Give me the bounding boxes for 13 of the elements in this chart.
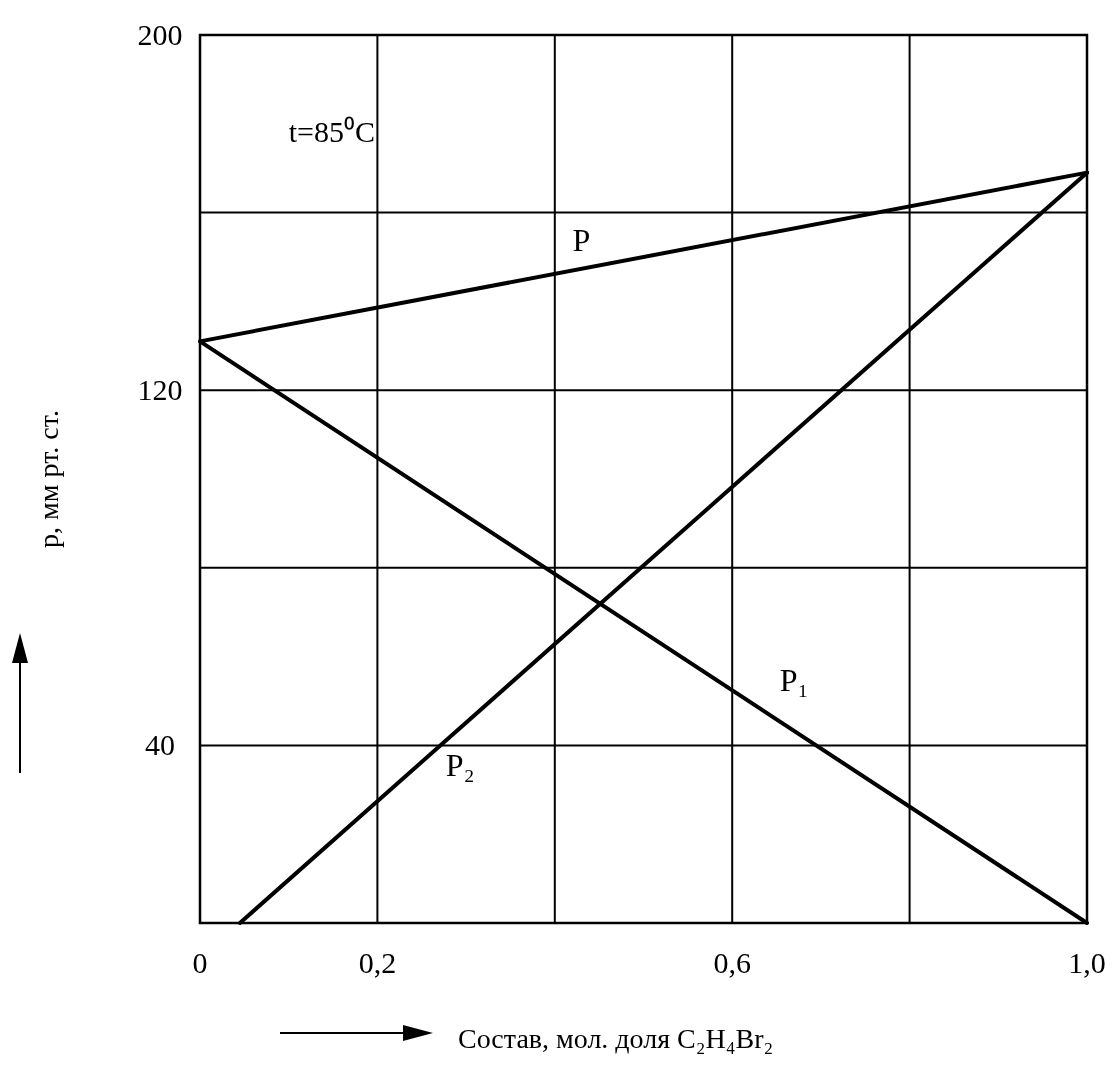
- y-tick-label: 40: [145, 728, 175, 762]
- y-tick-label: 120: [137, 373, 183, 407]
- series-label: P: [572, 221, 591, 258]
- x-tick-label: 0,6: [713, 946, 751, 979]
- series-label: P₁: [779, 662, 809, 699]
- x-axis-title: Состав, мол. доля C₂H₄Br₂: [458, 1023, 774, 1054]
- x-tick-label: 0,2: [358, 946, 397, 979]
- x-tick-label: 0: [192, 946, 208, 979]
- y-tick-label: 200: [137, 18, 183, 51]
- annotation: t=85⁰C: [288, 114, 375, 148]
- x-tick-label: 1,0: [1068, 946, 1106, 979]
- series-label: P₂: [445, 746, 475, 783]
- y-axis-title: р, мм рт. ст.: [33, 410, 64, 548]
